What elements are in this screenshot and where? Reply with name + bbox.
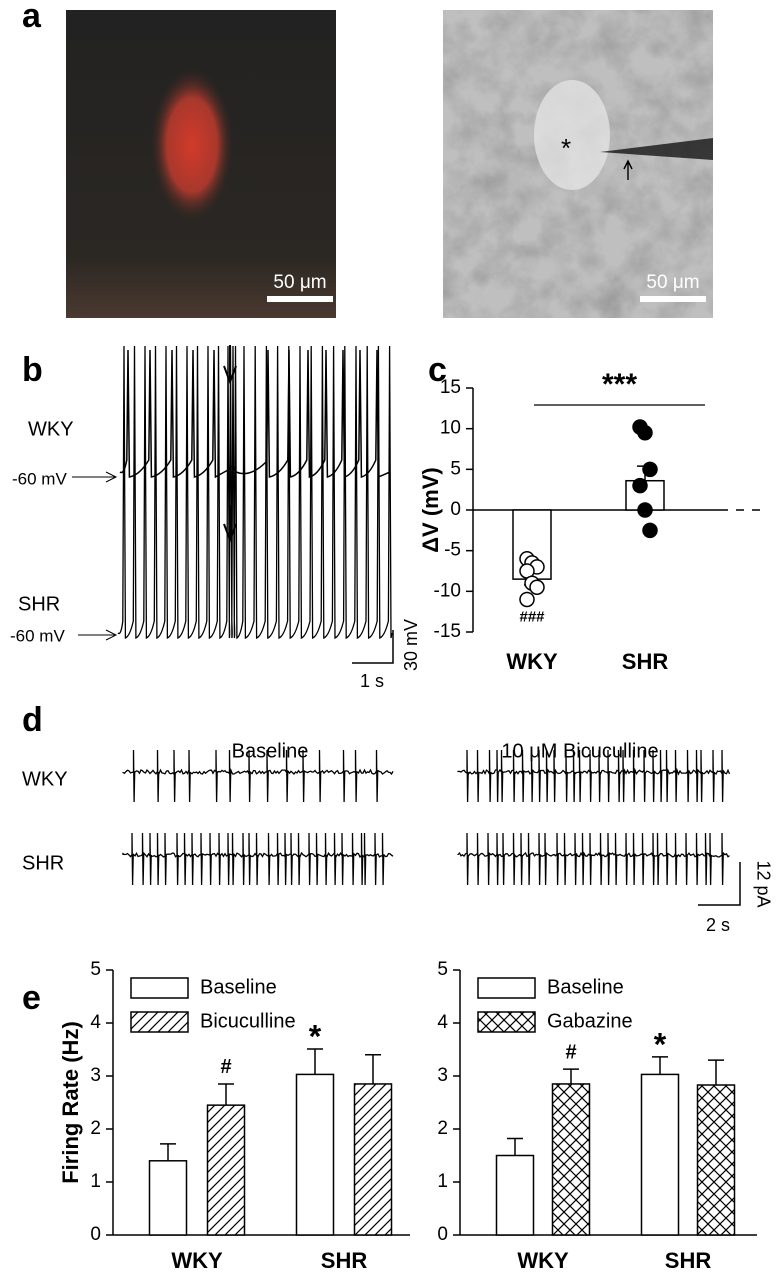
bar — [640, 1073, 680, 1236]
error-bar — [307, 1048, 323, 1075]
holding-label: -60 mV — [10, 626, 65, 645]
scale-bar — [267, 296, 333, 302]
y-axis-label: Firing Rate (Hz) — [58, 1021, 83, 1184]
scale-label: 1 s — [360, 671, 384, 691]
scale-label: 30 mV — [401, 619, 421, 671]
panel-label: d — [22, 701, 43, 739]
trace — [122, 749, 394, 803]
y-tick-label: 0 — [437, 1224, 448, 1245]
scale-label: 12 pA — [753, 860, 773, 907]
y-tick-label: 15 — [440, 377, 461, 398]
comparison-label: *** — [602, 368, 637, 401]
legend-swatch — [477, 1011, 536, 1033]
significance-mark: * — [654, 1026, 667, 1062]
error-bar — [708, 1059, 724, 1086]
error-bar — [652, 1056, 668, 1075]
scale-label: 2 s — [706, 915, 730, 935]
bar — [353, 1083, 393, 1236]
y-axis-label: ΔV (mV) — [418, 467, 443, 553]
bar — [148, 1160, 188, 1236]
legend-swatch — [477, 977, 536, 999]
error-bar — [563, 1068, 579, 1084]
arrow — [78, 629, 118, 641]
data-point — [637, 424, 653, 441]
significance-mark: * — [309, 1018, 322, 1054]
x-tick-label: WKY — [171, 1248, 223, 1273]
arrow — [72, 471, 118, 483]
y-tick-label: 2 — [90, 1118, 101, 1139]
scale-bar — [352, 630, 394, 664]
y-tick-label: -10 — [434, 580, 461, 601]
significance-mark: ### — [519, 608, 545, 625]
y-tick-label: 4 — [437, 1012, 448, 1033]
data-point — [637, 502, 653, 518]
panel-label: e — [22, 979, 41, 1017]
bar — [551, 1083, 591, 1236]
y-tick-label: 5 — [450, 458, 461, 479]
y-tick-label: 3 — [90, 1065, 101, 1086]
data-point — [529, 579, 545, 596]
legend-label: Baseline — [200, 976, 277, 998]
legend-label: Baseline — [547, 976, 624, 998]
pipette — [600, 138, 713, 160]
legend-swatch — [130, 977, 189, 999]
bar — [295, 1073, 335, 1236]
data-point — [519, 591, 535, 608]
row-label: SHR — [22, 852, 64, 874]
x-tick-label: SHR — [665, 1248, 712, 1273]
y-tick-label: 1 — [437, 1171, 448, 1192]
y-tick-label: 1 — [90, 1171, 101, 1192]
row-label: WKY — [22, 768, 68, 790]
y-tick-label: 3 — [437, 1065, 448, 1086]
x-tick-label: WKY — [517, 1248, 569, 1273]
y-tick-label: 0 — [90, 1224, 101, 1245]
holding-label: -60 mV — [12, 469, 67, 488]
error-bar — [160, 1143, 176, 1161]
labeled-cell — [150, 67, 234, 223]
trace — [117, 345, 393, 640]
data-point — [642, 461, 658, 478]
y-tick-label: -5 — [444, 540, 461, 561]
scale-label: 50 μm — [273, 272, 326, 293]
scale-bar — [698, 862, 741, 906]
trace — [457, 832, 730, 886]
x-tick-label: SHR — [321, 1248, 368, 1273]
panel-label: b — [22, 351, 43, 389]
cell-marker: * — [561, 133, 571, 163]
arrow — [623, 159, 633, 180]
y-tick-label: 0 — [450, 499, 461, 520]
y-tick-label: -15 — [434, 621, 461, 642]
scale-label: 50 μm — [646, 272, 699, 293]
significance-mark: # — [220, 1056, 231, 1078]
error-bar — [365, 1054, 381, 1084]
y-tick-label: 5 — [437, 959, 448, 980]
data-point — [632, 477, 648, 494]
bar — [206, 1104, 246, 1236]
panel-label: c — [428, 351, 447, 389]
row-label: WKY — [28, 418, 74, 440]
row-label: SHR — [18, 593, 60, 615]
trace — [457, 749, 731, 803]
bar — [696, 1084, 736, 1236]
error-bar — [507, 1137, 523, 1156]
legend-label: Bicuculline — [200, 1010, 296, 1032]
cell-body — [534, 80, 610, 190]
y-tick-label: 10 — [440, 418, 461, 439]
error-bar — [218, 1083, 234, 1106]
panel-label: a — [22, 0, 42, 35]
trace — [122, 832, 394, 886]
scale-bar — [640, 296, 706, 302]
legend-label: Gabazine — [547, 1010, 633, 1032]
data-point — [642, 522, 658, 539]
y-tick-label: 5 — [90, 959, 101, 980]
legend-swatch — [130, 1011, 189, 1033]
y-tick-label: 4 — [90, 1012, 101, 1033]
x-tick-label: SHR — [622, 649, 669, 674]
x-tick-label: WKY — [506, 649, 558, 674]
condition-label: Baseline — [232, 740, 309, 762]
significance-mark: # — [565, 1041, 576, 1063]
bar — [495, 1154, 535, 1236]
y-tick-label: 2 — [437, 1118, 448, 1139]
